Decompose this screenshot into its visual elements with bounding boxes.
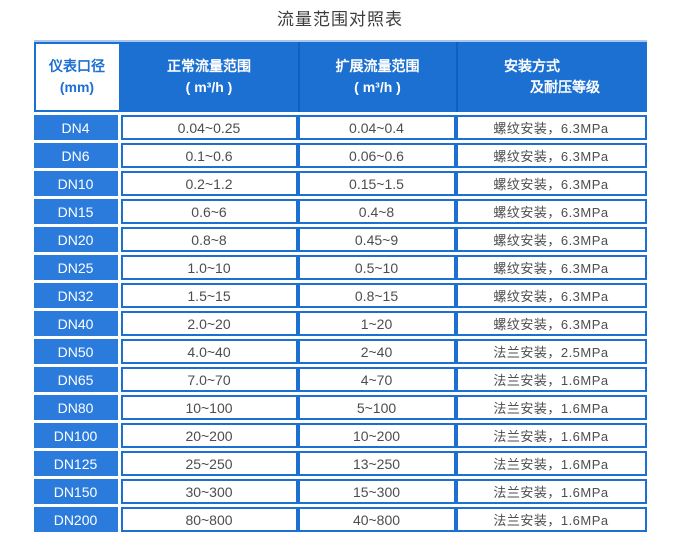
header-extended-flow-line2: ( m³/h ) bbox=[354, 79, 401, 95]
diameter-cell: DN50 bbox=[33, 339, 121, 364]
normal-flow-cell: 4.0~40 bbox=[120, 339, 298, 364]
installation-cell: 螺纹安装，6.3MPa bbox=[455, 227, 647, 252]
normal-flow-cell: 0.2~1.2 bbox=[120, 171, 298, 196]
table-row: DN100 20~200 10~200 法兰安装，1.6MPa bbox=[33, 423, 647, 448]
extended-flow-cell: 0.04~0.4 bbox=[297, 115, 456, 140]
table-row: DN50 4.0~40 2~40 法兰安装，2.5MPa bbox=[33, 339, 647, 364]
diameter-cell: DN10 bbox=[33, 171, 121, 196]
installation-cell: 螺纹安装，6.3MPa bbox=[455, 199, 647, 224]
table-row: DN25 1.0~10 0.5~10 螺纹安装，6.3MPa bbox=[33, 255, 647, 280]
normal-flow-cell: 7.0~70 bbox=[120, 367, 298, 392]
normal-flow-cell: 25~250 bbox=[120, 451, 298, 476]
header-extended-flow-line1: 扩展流量范围 bbox=[335, 58, 420, 74]
installation-cell: 法兰安装，1.6MPa bbox=[455, 451, 647, 476]
normal-flow-cell: 2.0~20 bbox=[120, 311, 298, 336]
header-installation: 安装方式 及耐压等级 bbox=[455, 42, 647, 112]
normal-flow-cell: 0.1~0.6 bbox=[120, 143, 298, 168]
table-header: 仪表口径 (mm) 正常流量范围 ( m³/h ) 扩展流量范围 ( bbox=[33, 42, 647, 112]
table-row: DN10 0.2~1.2 0.15~1.5 螺纹安装，6.3MPa bbox=[33, 171, 647, 196]
extended-flow-cell: 10~200 bbox=[297, 423, 456, 448]
table-row: DN65 7.0~70 4~70 法兰安装，1.6MPa bbox=[33, 367, 647, 392]
table-row: DN32 1.5~15 0.8~15 螺纹安装，6.3MPa bbox=[33, 283, 647, 308]
extended-flow-cell: 0.8~15 bbox=[297, 283, 456, 308]
normal-flow-cell: 0.6~6 bbox=[120, 199, 298, 224]
installation-cell: 螺纹安装，6.3MPa bbox=[455, 115, 647, 140]
diameter-cell: DN40 bbox=[33, 311, 121, 336]
installation-cell: 螺纹安装，6.3MPa bbox=[455, 171, 647, 196]
installation-cell: 法兰安装，1.6MPa bbox=[455, 367, 647, 392]
table-row: DN15 0.6~6 0.4~8 螺纹安装，6.3MPa bbox=[33, 199, 647, 224]
normal-flow-cell: 1.5~15 bbox=[120, 283, 298, 308]
header-row: 仪表口径 (mm) 正常流量范围 ( m³/h ) 扩展流量范围 ( bbox=[33, 42, 647, 112]
header-diameter-line2: (mm) bbox=[59, 79, 95, 95]
diameter-cell: DN20 bbox=[33, 227, 121, 252]
extended-flow-cell: 5~100 bbox=[297, 395, 456, 420]
installation-cell: 法兰安装，1.6MPa bbox=[455, 395, 647, 420]
extended-flow-cell: 40~800 bbox=[297, 507, 456, 532]
diameter-cell: DN6 bbox=[33, 143, 121, 168]
diameter-cell: DN200 bbox=[33, 507, 121, 532]
header-normal-flow-line1: 正常流量范围 bbox=[167, 58, 251, 74]
header-normal-flow-line2: ( m³/h ) bbox=[185, 79, 233, 95]
diameter-cell: DN100 bbox=[33, 423, 121, 448]
table-row: DN20 0.8~8 0.45~9 螺纹安装，6.3MPa bbox=[33, 227, 647, 252]
normal-flow-cell: 0.8~8 bbox=[120, 227, 298, 252]
table-row: DN200 80~800 40~800 法兰安装，1.6MPa bbox=[33, 507, 647, 532]
extended-flow-cell: 0.45~9 bbox=[297, 227, 456, 252]
extended-flow-cell: 1~20 bbox=[297, 311, 456, 336]
normal-flow-cell: 0.04~0.25 bbox=[120, 115, 298, 140]
header-diameter-line1: 仪表口径 bbox=[49, 58, 105, 74]
diameter-cell: DN125 bbox=[33, 451, 121, 476]
table-row: DN4 0.04~0.25 0.04~0.4 螺纹安装，6.3MPa bbox=[33, 115, 647, 140]
extended-flow-cell: 13~250 bbox=[297, 451, 456, 476]
header-extended-flow: 扩展流量范围 ( m³/h ) bbox=[297, 42, 456, 112]
extended-flow-cell: 2~40 bbox=[297, 339, 456, 364]
diameter-cell: DN25 bbox=[33, 255, 121, 280]
installation-cell: 法兰安装，1.6MPa bbox=[455, 507, 647, 532]
extended-flow-cell: 0.15~1.5 bbox=[297, 171, 456, 196]
extended-flow-cell: 0.4~8 bbox=[297, 199, 456, 224]
normal-flow-cell: 20~200 bbox=[120, 423, 298, 448]
diameter-cell: DN4 bbox=[33, 115, 121, 140]
extended-flow-cell: 0.5~10 bbox=[297, 255, 456, 280]
normal-flow-cell: 80~800 bbox=[120, 507, 298, 532]
installation-cell: 法兰安装，1.6MPa bbox=[455, 479, 647, 504]
installation-cell: 法兰安装，1.6MPa bbox=[455, 423, 647, 448]
table-row: DN40 2.0~20 1~20 螺纹安装，6.3MPa bbox=[33, 311, 647, 336]
installation-cell: 法兰安装，2.5MPa bbox=[455, 339, 647, 364]
installation-cell: 螺纹安装，6.3MPa bbox=[455, 311, 647, 336]
diameter-cell: DN15 bbox=[33, 199, 121, 224]
flow-range-table-wrapper: 仪表口径 (mm) 正常流量范围 ( m³/h ) 扩展流量范围 ( bbox=[33, 39, 647, 535]
normal-flow-cell: 10~100 bbox=[120, 395, 298, 420]
header-normal-flow: 正常流量范围 ( m³/h ) bbox=[120, 42, 298, 112]
normal-flow-cell: 30~300 bbox=[120, 479, 298, 504]
diameter-cell: DN80 bbox=[33, 395, 121, 420]
table-row: DN150 30~300 15~300 法兰安装，1.6MPa bbox=[33, 479, 647, 504]
diameter-cell: DN65 bbox=[33, 367, 121, 392]
installation-cell: 螺纹安装，6.3MPa bbox=[455, 255, 647, 280]
header-installation-line2: 及耐压等级 bbox=[530, 79, 600, 95]
installation-cell: 螺纹安装，6.3MPa bbox=[455, 143, 647, 168]
table-row: DN6 0.1~0.6 0.06~0.6 螺纹安装，6.3MPa bbox=[33, 143, 647, 168]
installation-cell: 螺纹安装，6.3MPa bbox=[455, 283, 647, 308]
table-body: DN4 0.04~0.25 0.04~0.4 螺纹安装，6.3MPa DN6 0.1~0.… bbox=[33, 115, 647, 532]
extended-flow-cell: 4~70 bbox=[297, 367, 456, 392]
header-installation-line1: 安装方式 bbox=[504, 58, 560, 74]
extended-flow-cell: 15~300 bbox=[297, 479, 456, 504]
extended-flow-cell: 0.06~0.6 bbox=[297, 143, 456, 168]
diameter-cell: DN150 bbox=[33, 479, 121, 504]
page-title: 流量范围对照表 bbox=[277, 10, 403, 29]
table-row: DN80 10~100 5~100 法兰安装，1.6MPa bbox=[33, 395, 647, 420]
normal-flow-cell: 1.0~10 bbox=[120, 255, 298, 280]
table-row: DN125 25~250 13~250 法兰安装，1.6MPa bbox=[33, 451, 647, 476]
diameter-cell: DN32 bbox=[33, 283, 121, 308]
header-diameter: 仪表口径 (mm) bbox=[33, 42, 121, 112]
flow-range-table: 仪表口径 (mm) 正常流量范围 ( m³/h ) 扩展流量范围 ( bbox=[33, 39, 647, 535]
